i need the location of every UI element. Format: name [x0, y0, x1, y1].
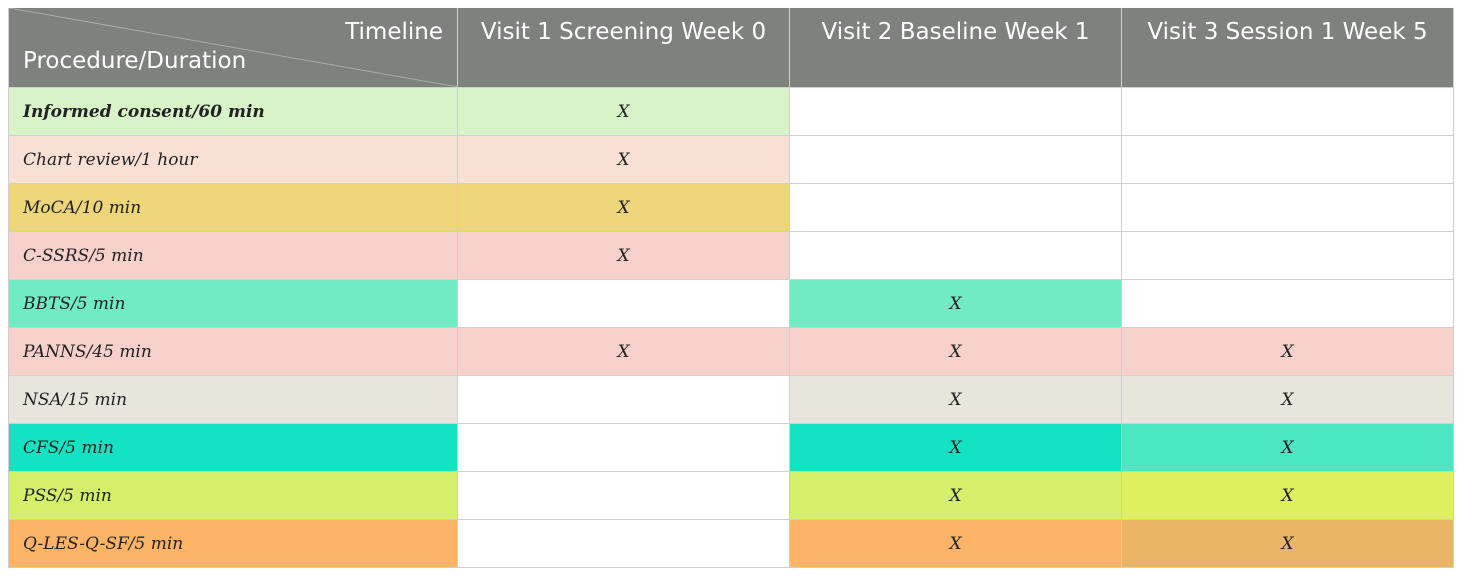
- table-row: PANNS/45 min X X X: [8, 327, 1454, 376]
- schedule-table-container: Timeline Procedure/Duration Visit 1 Scre…: [8, 8, 1454, 568]
- procedure-cell: C-SSRS/5 min: [8, 231, 458, 280]
- visit-1-cell: X: [457, 327, 790, 376]
- visit-2-cell: X: [789, 327, 1122, 376]
- table-row: C-SSRS/5 min X: [8, 231, 1454, 280]
- visit-2-cell: X: [789, 519, 1122, 568]
- table-row: PSS/5 min X X: [8, 471, 1454, 520]
- table-row: Chart review/1 hour X: [8, 135, 1454, 184]
- visit-2-cell: [789, 183, 1122, 232]
- diagonal-divider: [9, 8, 458, 87]
- visit-3-header: Visit 3 Session 1 Week 5: [1121, 8, 1454, 88]
- visit-3-cell: X: [1121, 519, 1454, 568]
- visit-1-cell: [457, 519, 790, 568]
- visit-2-cell: X: [789, 423, 1122, 472]
- visit-1-cell: X: [457, 87, 790, 136]
- visit-1-cell: [457, 471, 790, 520]
- schedule-table: Timeline Procedure/Duration Visit 1 Scre…: [8, 8, 1454, 568]
- visit-2-cell: [789, 231, 1122, 280]
- visit-2-cell: X: [789, 471, 1122, 520]
- visit-2-header: Visit 2 Baseline Week 1: [789, 8, 1122, 88]
- visit-3-cell: [1121, 135, 1454, 184]
- visit-2-cell: X: [789, 375, 1122, 424]
- procedure-cell: NSA/15 min: [8, 375, 458, 424]
- table-row: BBTS/5 min X: [8, 279, 1454, 328]
- procedure-cell: Q-LES-Q-SF/5 min: [8, 519, 458, 568]
- visit-1-cell: [457, 279, 790, 328]
- table-row: Informed consent/60 min X: [8, 87, 1454, 136]
- visit-3-cell: [1121, 279, 1454, 328]
- visit-3-cell: [1121, 87, 1454, 136]
- visit-3-label: Visit 3 Session 1 Week 5: [1147, 19, 1428, 45]
- procedure-cell: PSS/5 min: [8, 471, 458, 520]
- visit-3-cell: X: [1121, 375, 1454, 424]
- visit-3-cell: [1121, 231, 1454, 280]
- visit-3-cell: [1121, 183, 1454, 232]
- visit-1-cell: [457, 375, 790, 424]
- timeline-label: Timeline: [345, 19, 443, 45]
- procedure-cell: Chart review/1 hour: [8, 135, 458, 184]
- visit-2-cell: X: [789, 279, 1122, 328]
- procedure-cell: BBTS/5 min: [8, 279, 458, 328]
- table-body: Informed consent/60 min X Chart review/1 h…: [8, 87, 1454, 568]
- visit-1-cell: X: [457, 135, 790, 184]
- procedure-cell: Informed consent/60 min: [8, 87, 458, 136]
- visit-3-cell: X: [1121, 471, 1454, 520]
- visit-2-cell: [789, 135, 1122, 184]
- procedure-duration-label: Procedure/Duration: [23, 48, 247, 74]
- table-row: MoCA/10 min X: [8, 183, 1454, 232]
- visit-1-header: Visit 1 Screening Week 0: [457, 8, 790, 88]
- table-row: CFS/5 min X X: [8, 423, 1454, 472]
- table-row: Q-LES-Q-SF/5 min X X: [8, 519, 1454, 568]
- procedure-cell: PANNS/45 min: [8, 327, 458, 376]
- corner-header-cell: Timeline Procedure/Duration: [8, 8, 458, 88]
- visit-1-cell: X: [457, 231, 790, 280]
- visit-1-label: Visit 1 Screening Week 0: [480, 19, 767, 45]
- visit-2-cell: [789, 87, 1122, 136]
- header-row: Timeline Procedure/Duration Visit 1 Scre…: [8, 8, 1454, 88]
- procedure-cell: CFS/5 min: [8, 423, 458, 472]
- visit-2-label: Visit 2 Baseline Week 1: [821, 19, 1090, 45]
- visit-3-cell: X: [1121, 327, 1454, 376]
- visit-3-cell: X: [1121, 423, 1454, 472]
- table-row: NSA/15 min X X: [8, 375, 1454, 424]
- visit-1-cell: X: [457, 183, 790, 232]
- procedure-cell: MoCA/10 min: [8, 183, 458, 232]
- visit-1-cell: [457, 423, 790, 472]
